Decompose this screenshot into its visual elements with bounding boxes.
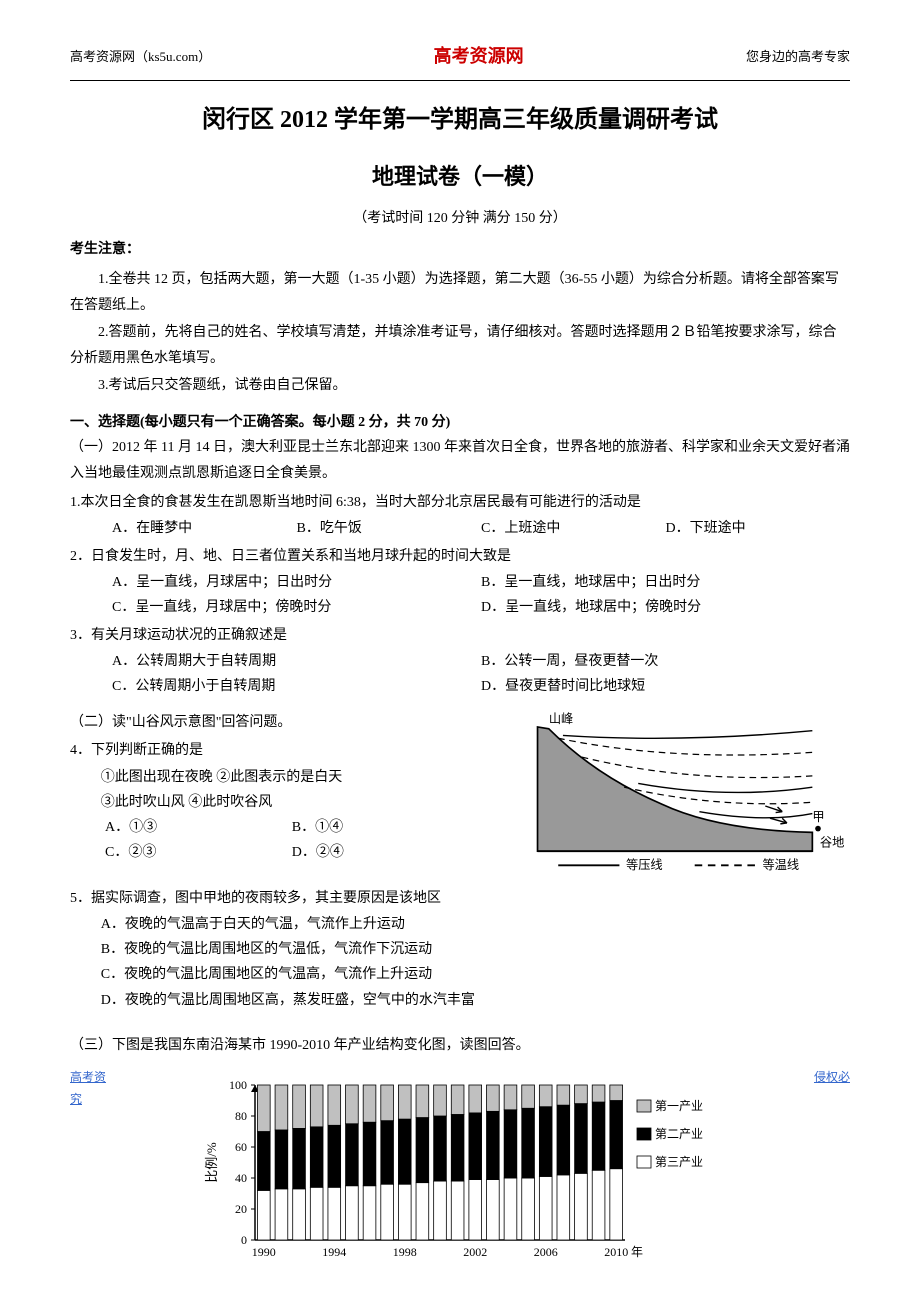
svg-text:比例/%: 比例/% — [204, 1143, 219, 1184]
svg-text:1990: 1990 — [252, 1245, 276, 1259]
q4-opt-b: B．①④ — [292, 815, 479, 840]
q1-opt-d: D．下班途中 — [666, 516, 851, 541]
section-title: 一、选择题(每小题只有一个正确答案。每小题 2 分，共 70 分) — [70, 410, 850, 435]
q4-options-row1: A．①③ B．①④ — [70, 815, 520, 840]
group1-intro: （一）2012 年 11 月 14 日，澳大利亚昆士兰东北部迎来 1300 年来… — [70, 435, 850, 488]
label-valley: 谷地 — [820, 835, 844, 849]
svg-text:1994: 1994 — [322, 1245, 346, 1259]
header-divider — [70, 80, 850, 81]
svg-text:60: 60 — [235, 1140, 247, 1154]
svg-text:0: 0 — [241, 1233, 247, 1247]
q5-opt-a: A．夜晚的气温高于白天的气温，气流作上升运动 — [70, 912, 850, 937]
q5-stem: 5．据实际调查，图中甲地的夜雨较多，其主要原因是该地区 — [70, 886, 850, 913]
industry-chart: 0 20 40 60 80 100 比例/% 1990 1994 1998 2002 2006 2010… — [200, 1075, 720, 1273]
q3-options-row1: A．公转周期大于自转周期 B．公转一周，昼夜更替一次 — [70, 649, 850, 674]
q3-opt-d: D．昼夜更替时间比地球短 — [481, 674, 850, 699]
svg-text:20: 20 — [235, 1202, 247, 1216]
q2-opt-b: B．呈一直线，地球居中；日出时分 — [481, 570, 850, 595]
header-site: 高考资源网（ks5u.com） — [70, 45, 211, 68]
q4-sub1: ①此图出现在夜晚 ②此图表示的是白天 — [70, 765, 520, 790]
header-tagline: 您身边的高考专家 — [746, 45, 850, 68]
q2-opt-c: C．呈一直线，月球居中；傍晚时分 — [112, 595, 481, 620]
q5-opt-c: C．夜晚的气温比周围地区的气温高，气流作上升运动 — [70, 962, 850, 987]
legend-temp: 等温线 — [762, 858, 799, 872]
q4-options-row2: C．②③ D．②④ — [70, 840, 520, 865]
q2-stem: 2．日食发生时，月、地、日三者位置关系和当地月球升起的时间大致是 — [70, 544, 850, 571]
header-brand: 高考资源网 — [434, 40, 524, 72]
legend-pressure: 等压线 — [626, 858, 663, 872]
label-jia: 甲 — [812, 810, 824, 824]
notice-item-2: 2.答题前，先将自己的姓名、学校填写清楚，并填涂准考证号，请仔细核对。答题时选择… — [70, 320, 850, 373]
svg-text:2002: 2002 — [463, 1245, 487, 1259]
q3-stem: 3．有关月球运动状况的正确叙述是 — [70, 623, 850, 650]
svg-text:2010: 2010 — [604, 1245, 628, 1259]
q4-sub2: ③此时吹山风 ④此时吹谷风 — [70, 790, 520, 815]
page-header: 高考资源网（ks5u.com） 高考资源网 您身边的高考专家 — [70, 40, 850, 72]
label-peak: 山峰 — [549, 712, 573, 726]
svg-text:80: 80 — [235, 1109, 247, 1123]
footer-left: 高考资 究 — [70, 1067, 106, 1273]
q5-opt-b: B．夜晚的气温比周围地区的气温低，气流作下沉运动 — [70, 937, 850, 962]
group2-intro: （二）读"山谷风示意图"回答问题。 — [70, 710, 520, 737]
q3-options-row2: C．公转周期小于自转周期 D．昼夜更替时间比地球短 — [70, 674, 850, 699]
q5-opt-d: D．夜晚的气温比周围地区高，蒸发旺盛，空气中的水汽丰富 — [70, 988, 850, 1013]
q1-options: A．在睡梦中 B．吃午饭 C．上班途中 D．下班途中 — [70, 516, 850, 541]
q4-opt-d: D．②④ — [292, 840, 479, 865]
industry-chart-svg: 0 20 40 60 80 100 比例/% 1990 1994 1998 2002 2006 2010… — [200, 1075, 720, 1265]
q2-options-row2: C．呈一直线，月球居中；傍晚时分 D．呈一直线，地球居中；傍晚时分 — [70, 595, 850, 620]
q2-opt-d: D．呈一直线，地球居中；傍晚时分 — [481, 595, 850, 620]
q1-opt-c: C．上班途中 — [481, 516, 666, 541]
q3-opt-a: A．公转周期大于自转周期 — [112, 649, 481, 674]
svg-text:100: 100 — [229, 1078, 247, 1092]
footer-right: 侵权必 — [814, 1067, 850, 1273]
svg-text:第二产业: 第二产业 — [655, 1127, 703, 1141]
q3-opt-c: C．公转周期小于自转周期 — [112, 674, 481, 699]
svg-text:40: 40 — [235, 1171, 247, 1185]
svg-text:第三产业: 第三产业 — [655, 1155, 703, 1169]
group3-intro: （三）下图是我国东南沿海某市 1990-2010 年产业结构变化图，读图回答。 — [70, 1033, 850, 1060]
title-main: 闵行区 2012 学年第一学期高三年级质量调研考试 — [70, 99, 850, 142]
notice-item-3: 3.考试后只交答题纸，试卷由自己保留。 — [70, 373, 850, 400]
footer-row: 高考资 究 0 20 40 60 80 100 比例/% 1990 1994 1998 2002 20… — [70, 1067, 850, 1273]
q4-opt-a: A．①③ — [105, 815, 292, 840]
q1-opt-a: A．在睡梦中 — [112, 516, 297, 541]
q1-stem: 1.本次日全食的食甚发生在凯恩斯当地时间 6:38，当时大部分北京居民最有可能进… — [70, 490, 850, 517]
q4-opt-c: C．②③ — [105, 840, 292, 865]
q3-opt-b: B．公转一周，昼夜更替一次 — [481, 649, 850, 674]
q4-stem: 4．下列判断正确的是 — [70, 738, 520, 765]
svg-text:年: 年 — [631, 1245, 643, 1259]
group2-block: （二）读"山谷风示意图"回答问题。 4．下列判断正确的是 ①此图出现在夜晚 ②此… — [70, 710, 850, 884]
q1-opt-b: B．吃午饭 — [297, 516, 482, 541]
svg-text:1998: 1998 — [393, 1245, 417, 1259]
svg-text:第一产业: 第一产业 — [655, 1099, 703, 1113]
notice-item-1: 1.全卷共 12 页，包括两大题，第一大题（1-35 小题）为选择题，第二大题（… — [70, 267, 850, 320]
mountain-figure: 山峰 甲 谷地 等压线 等温线 — [530, 710, 850, 884]
title-sub: 地理试卷（一模） — [70, 157, 850, 197]
mountain-svg: 山峰 甲 谷地 等压线 等温线 — [530, 710, 850, 875]
svg-text:2006: 2006 — [534, 1245, 558, 1259]
notice-title: 考生注意： — [70, 237, 850, 262]
q2-options-row1: A．呈一直线，月球居中；日出时分 B．呈一直线，地球居中；日出时分 — [70, 570, 850, 595]
exam-info: （考试时间 120 分钟 满分 150 分） — [70, 206, 850, 231]
q2-opt-a: A．呈一直线，月球居中；日出时分 — [112, 570, 481, 595]
